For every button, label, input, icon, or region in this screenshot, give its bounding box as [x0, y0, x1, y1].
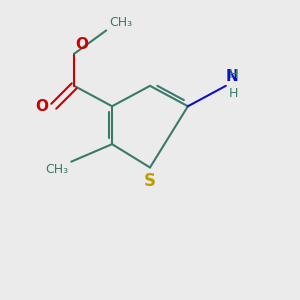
Text: H: H: [228, 68, 238, 81]
Text: CH₃: CH₃: [109, 16, 132, 29]
Text: H: H: [228, 87, 238, 100]
Text: N: N: [226, 69, 239, 84]
Text: O: O: [35, 99, 48, 114]
Text: O: O: [76, 37, 88, 52]
Text: CH₃: CH₃: [45, 163, 68, 176]
Text: S: S: [144, 172, 156, 190]
